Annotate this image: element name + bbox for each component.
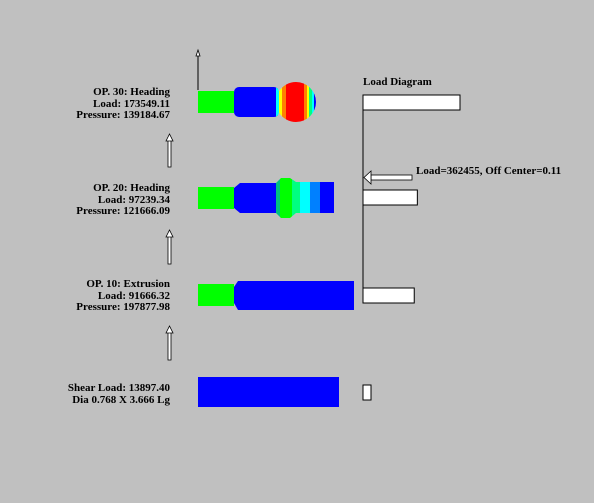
shear-dims: Dia 0.768 X 3.666 Lg — [72, 393, 170, 406]
op-30-load: Load: 173549.11 — [92, 97, 170, 110]
resultant-arrow — [363, 170, 413, 185]
stage-arrow-up-3 — [165, 325, 174, 361]
shear-blank — [198, 377, 339, 407]
op-10-label: OP. 10: Extrusion Load: 91666.32 Pressur… — [0, 278, 170, 314]
shear-load: Shear Load: 13897.40 — [67, 382, 170, 394]
op-10-pressure: Pressure: 197877.98 — [76, 301, 170, 313]
shear-label: Shear Load: 13897.40 Dia 0.768 X 3.666 L… — [0, 382, 170, 406]
op-30-part — [198, 82, 316, 122]
op-30-pressure: Pressure: 139184.67 — [76, 109, 170, 121]
op-10-name: OP. 10: Extrusion — [86, 278, 170, 290]
load-diagram-title: Load Diagram — [363, 76, 432, 88]
load-bar-shear — [362, 384, 372, 401]
op-20-part — [198, 178, 334, 218]
op-10-part — [198, 281, 354, 310]
op-10-load: Load: 91666.32 — [97, 289, 170, 302]
op-30-name: OP. 30: Heading — [93, 86, 170, 98]
op-20-label: OP. 20: Heading Load: 97239.34 Pressure:… — [0, 182, 170, 218]
op-30-label: OP. 30: Heading Load: 173549.11 Pressure… — [0, 86, 170, 122]
load-bar-op-20 — [362, 189, 418, 206]
op-20-name: OP. 20: Heading — [93, 182, 170, 194]
op-20-load: Load: 97239.34 — [97, 193, 170, 206]
stage-arrow-up-2 — [165, 229, 174, 265]
stage-arrow-op30 — [195, 48, 201, 90]
load-bar-op-10 — [362, 287, 415, 304]
stage-arrow-up-1 — [165, 133, 174, 168]
op-20-pressure: Pressure: 121666.09 — [76, 205, 170, 217]
resultant-load-label: Load=362455, Off Center=0.11 — [416, 165, 562, 177]
load-bar-op-30 — [362, 94, 461, 111]
